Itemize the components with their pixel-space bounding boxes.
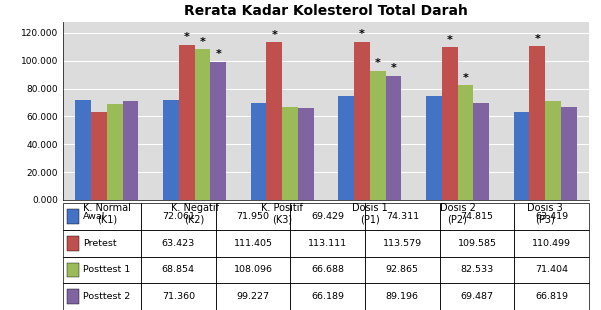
Text: 63.419: 63.419 xyxy=(535,212,568,221)
Bar xyxy=(514,257,589,283)
Bar xyxy=(514,112,529,200)
Text: 89.196: 89.196 xyxy=(386,292,419,301)
Text: 66.688: 66.688 xyxy=(311,265,344,274)
Bar xyxy=(107,104,123,200)
Bar xyxy=(141,283,216,310)
Text: 68.854: 68.854 xyxy=(162,265,195,274)
Text: *: * xyxy=(200,37,206,47)
Text: 66.189: 66.189 xyxy=(311,292,344,301)
Bar xyxy=(440,230,514,257)
Bar xyxy=(141,203,216,230)
Bar xyxy=(365,230,440,257)
Text: 113.111: 113.111 xyxy=(308,239,347,248)
Bar xyxy=(216,257,290,283)
Bar xyxy=(514,283,589,310)
Bar xyxy=(216,203,290,230)
Bar xyxy=(298,108,314,200)
Bar xyxy=(67,209,79,224)
Text: 82.533: 82.533 xyxy=(460,265,493,274)
Text: 74.311: 74.311 xyxy=(386,212,419,221)
Text: Posttest 2: Posttest 2 xyxy=(83,292,130,301)
Bar xyxy=(282,107,298,200)
Text: 74.815: 74.815 xyxy=(460,212,493,221)
Text: *: * xyxy=(272,30,277,40)
Text: 72.061: 72.061 xyxy=(162,212,195,221)
Text: 113.579: 113.579 xyxy=(383,239,422,248)
Bar xyxy=(338,96,354,200)
Bar xyxy=(63,230,141,257)
Text: 63.423: 63.423 xyxy=(162,239,195,248)
Text: 69.429: 69.429 xyxy=(311,212,344,221)
Bar xyxy=(141,230,216,257)
Bar xyxy=(426,96,442,200)
Text: *: * xyxy=(462,73,468,82)
Bar xyxy=(440,257,514,283)
Text: Posttest 1: Posttest 1 xyxy=(83,265,130,274)
Bar xyxy=(386,76,401,200)
Bar xyxy=(365,283,440,310)
Text: *: * xyxy=(359,29,365,39)
Bar xyxy=(365,203,440,230)
Bar xyxy=(290,283,365,310)
Bar xyxy=(440,203,514,230)
Bar xyxy=(457,85,473,200)
Bar xyxy=(195,49,210,200)
Text: 108.096: 108.096 xyxy=(233,265,272,274)
Bar xyxy=(266,42,282,200)
Bar xyxy=(216,230,290,257)
Text: *: * xyxy=(184,32,190,42)
Bar xyxy=(63,283,141,310)
Bar xyxy=(440,283,514,310)
Text: *: * xyxy=(215,49,221,59)
Text: Awal: Awal xyxy=(83,212,105,221)
Bar xyxy=(442,47,457,200)
Text: 110.499: 110.499 xyxy=(532,239,571,248)
Bar xyxy=(290,257,365,283)
Bar xyxy=(163,100,179,200)
Bar xyxy=(529,46,545,200)
Bar xyxy=(63,203,141,230)
Bar xyxy=(354,42,370,200)
Text: 71.404: 71.404 xyxy=(535,265,568,274)
Bar xyxy=(545,100,561,200)
Text: 71.360: 71.360 xyxy=(162,292,195,301)
Text: 99.227: 99.227 xyxy=(236,292,269,301)
Bar xyxy=(514,230,589,257)
Text: 69.487: 69.487 xyxy=(460,292,493,301)
Bar xyxy=(210,62,226,200)
Text: 109.585: 109.585 xyxy=(457,239,496,248)
Bar xyxy=(365,257,440,283)
Bar xyxy=(251,103,266,200)
Text: 71.950: 71.950 xyxy=(236,212,269,221)
Title: Rerata Kadar Kolesterol Total Darah: Rerata Kadar Kolesterol Total Darah xyxy=(184,4,468,18)
Bar xyxy=(290,203,365,230)
Bar xyxy=(370,71,386,200)
Bar xyxy=(473,103,489,200)
Text: Pretest: Pretest xyxy=(83,239,117,248)
Text: *: * xyxy=(534,33,540,44)
Text: 66.819: 66.819 xyxy=(535,292,568,301)
Bar xyxy=(67,236,79,250)
Text: *: * xyxy=(447,35,453,45)
Bar xyxy=(67,263,79,277)
Bar xyxy=(514,203,589,230)
Bar xyxy=(75,100,91,200)
Bar xyxy=(91,112,107,200)
Bar xyxy=(216,283,290,310)
Bar xyxy=(179,45,195,200)
Bar xyxy=(67,289,79,304)
Text: *: * xyxy=(375,58,380,68)
Bar xyxy=(561,107,577,200)
Text: *: * xyxy=(391,63,397,73)
Bar xyxy=(141,257,216,283)
Bar xyxy=(123,100,138,200)
Bar xyxy=(63,257,141,283)
Text: 92.865: 92.865 xyxy=(386,265,419,274)
Text: 111.405: 111.405 xyxy=(233,239,272,248)
Bar xyxy=(290,230,365,257)
